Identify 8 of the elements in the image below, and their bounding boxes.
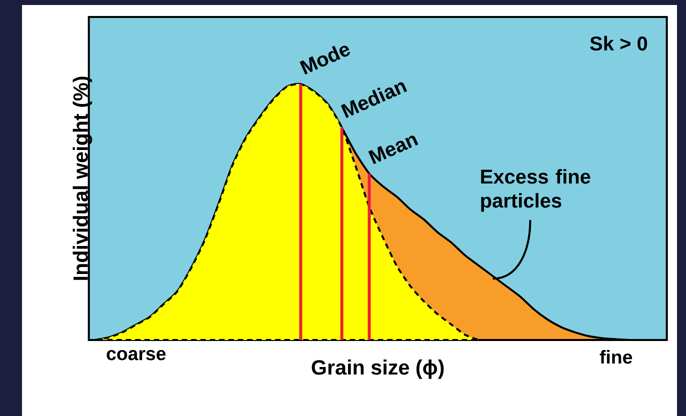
text: Mode xyxy=(300,46,350,75)
y-axis-title: Individual weight (%) xyxy=(72,76,92,280)
annotation: Excess fine particles xyxy=(481,169,590,212)
x-axis-title: Grain size (ϕ) xyxy=(312,360,444,379)
x-tick-label: coarse xyxy=(106,350,166,360)
annotation: Mean xyxy=(368,136,418,164)
x-tick-label: fine xyxy=(600,350,632,364)
text: Sk > 0 xyxy=(590,36,648,51)
